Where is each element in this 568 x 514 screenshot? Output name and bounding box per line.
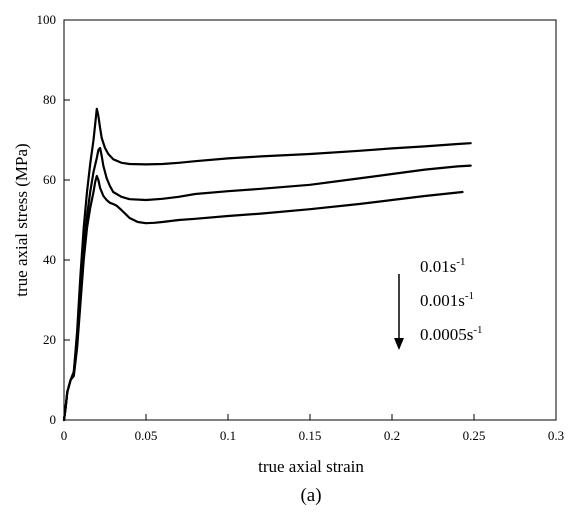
x-axis-title: true axial strain — [258, 457, 364, 476]
plot-area-border — [63, 19, 557, 421]
y-tick-label: 80 — [43, 92, 56, 107]
legend-entry-2: 0.0005s-1 — [420, 324, 483, 344]
x-tick-label: 0.15 — [299, 428, 322, 443]
y-tick-label: 100 — [37, 12, 57, 27]
legend-entry-0: 0.01s-1 — [420, 256, 466, 276]
x-axis-ticks: 0 0.05 0.1 0.15 0.2 0.25 0.3 — [61, 414, 564, 443]
y-tick-label: 60 — [43, 172, 56, 187]
y-tick-label: 40 — [43, 252, 56, 267]
legend-entry-0-base: 0.01s — [420, 257, 456, 276]
y-axis-ticks: 0 20 40 60 80 100 — [37, 12, 70, 427]
series-line-1 — [62, 146, 472, 422]
panel-label: (a) — [300, 485, 321, 506]
x-tick-label: 0.25 — [463, 428, 486, 443]
y-tick-label: 0 — [50, 412, 57, 427]
y-axis-title: true axial stress (MPa) — [12, 143, 31, 296]
legend-entry-2-sup: -1 — [473, 324, 482, 336]
series-line-2 — [62, 174, 464, 422]
x-tick-label: 0.05 — [135, 428, 158, 443]
legend-arrow-head — [394, 338, 404, 350]
x-tick-label: 0 — [61, 428, 68, 443]
y-tick-label: 20 — [43, 332, 56, 347]
legend: 0.01s-1 0.001s-1 0.0005s-1 — [394, 256, 483, 350]
legend-entry-1-sup: -1 — [465, 290, 474, 302]
x-tick-label: 0.3 — [548, 428, 564, 443]
legend-entry-1-base: 0.001s — [420, 291, 465, 310]
legend-entry-1: 0.001s-1 — [420, 290, 474, 310]
legend-entry-2-base: 0.0005s — [420, 325, 473, 344]
plot-frame — [63, 19, 557, 421]
x-tick-label: 0.2 — [384, 428, 400, 443]
series-layer — [62, 107, 472, 422]
x-tick-label: 0.1 — [220, 428, 236, 443]
series-line-0 — [62, 107, 472, 422]
legend-entry-0-sup: -1 — [456, 256, 465, 268]
